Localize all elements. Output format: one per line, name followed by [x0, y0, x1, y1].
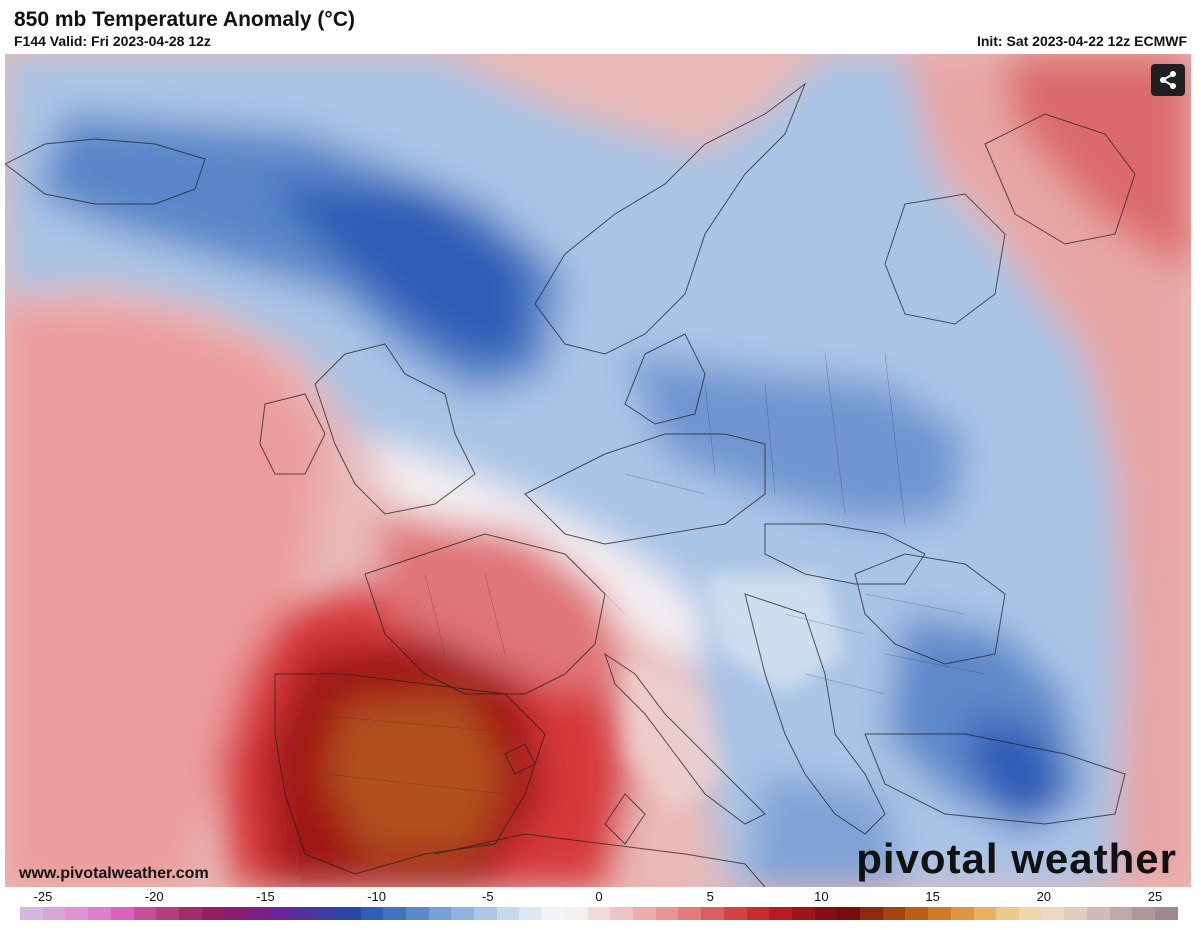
- colorbar-swatch: [746, 907, 770, 920]
- colorbar-swatch: [791, 907, 815, 920]
- colorbar-swatch: [1132, 907, 1156, 920]
- anomaly-map[interactable]: www.pivotalweather.com pivotal weather: [5, 54, 1191, 887]
- colorbar-swatch: [1087, 907, 1110, 920]
- colorbar-legend: -25 -20 -15 -10 -5 0 5 10 15 20 25: [0, 887, 1201, 930]
- colorbar-tick-label: 0: [595, 889, 603, 904]
- colorbar-swatch: [973, 907, 997, 920]
- colorbar-swatch: [201, 907, 225, 920]
- share-icon: [1160, 71, 1176, 89]
- colorbar-swatch: [496, 907, 520, 920]
- colorbar-swatch: [337, 907, 361, 920]
- colorbar-swatch: [882, 907, 906, 920]
- colorbar-tick-label: 5: [706, 889, 714, 904]
- colorbar-swatch: [1064, 907, 1088, 920]
- colorbar-swatch: [20, 907, 43, 920]
- colorbar-swatch: [315, 907, 338, 920]
- colorbar-swatch: [405, 907, 429, 920]
- colorbar-swatch: [133, 907, 157, 920]
- colorbar-swatch: [814, 907, 838, 920]
- colorbar-swatch: [1155, 907, 1178, 920]
- colorbar-swatch: [42, 907, 66, 920]
- colorbar-swatch: [723, 907, 747, 920]
- colorbar-swatch: [178, 907, 202, 920]
- colorbar-swatch: [519, 907, 543, 920]
- colorbar-swatch: [383, 907, 406, 920]
- colorbar-swatch: [110, 907, 134, 920]
- colorbar-swatch: [428, 907, 452, 920]
- colorbar-swatches: [20, 907, 1178, 920]
- watermark-url: www.pivotalweather.com: [19, 865, 209, 882]
- brand-logo: pivotal weather: [856, 835, 1177, 882]
- colorbar-swatch: [1018, 907, 1042, 920]
- colorbar-swatch: [1109, 907, 1133, 920]
- colorbar-tick-label: -15: [255, 889, 275, 904]
- colorbar-swatch: [224, 907, 248, 920]
- colorbar-swatch: [88, 907, 111, 920]
- colorbar-swatch: [542, 907, 565, 920]
- colorbar-swatch: [269, 907, 293, 920]
- init-time: Init: Sat 2023-04-22 12z ECMWF: [976, 33, 1187, 49]
- colorbar-swatch: [655, 907, 679, 920]
- colorbar-swatch: [610, 907, 633, 920]
- colorbar-swatch: [860, 907, 883, 920]
- anomaly-field: [5, 54, 1191, 887]
- colorbar-swatch: [1041, 907, 1065, 920]
- colorbar-tick-label: 10: [814, 889, 829, 904]
- colorbar-swatch: [678, 907, 702, 920]
- share-button[interactable]: [1151, 64, 1185, 96]
- colorbar-swatch: [996, 907, 1019, 920]
- colorbar-swatch: [451, 907, 475, 920]
- colorbar-swatch: [701, 907, 724, 920]
- colorbar-swatch: [769, 907, 792, 920]
- colorbar-swatch: [905, 907, 929, 920]
- colorbar-swatch: [950, 907, 974, 920]
- colorbar-tick-label: 20: [1036, 889, 1052, 904]
- colorbar-tick-label: -25: [33, 889, 53, 904]
- colorbar-swatch: [632, 907, 656, 920]
- colorbar-ticks: -25 -20 -15 -10 -5 0 5 10 15 20 25: [0, 889, 1201, 905]
- colorbar-swatch: [587, 907, 611, 920]
- colorbar-tick-label: -10: [367, 889, 386, 904]
- colorbar-swatch: [928, 907, 951, 920]
- colorbar-swatch: [247, 907, 270, 920]
- colorbar-swatch: [156, 907, 179, 920]
- colorbar-swatch: [474, 907, 497, 920]
- colorbar-swatch: [564, 907, 588, 920]
- map-title: 850 mb Temperature Anomaly (°C): [14, 8, 355, 31]
- colorbar-swatch: [360, 907, 384, 920]
- colorbar-swatch: [292, 907, 316, 920]
- colorbar-tick-label: 15: [925, 889, 940, 904]
- colorbar-tick-label: -5: [482, 889, 494, 904]
- valid-time: F144 Valid: Fri 2023-04-28 12z: [14, 33, 211, 49]
- colorbar-tick-label: 25: [1147, 889, 1163, 904]
- colorbar-swatch: [837, 907, 861, 920]
- map-header: 850 mb Temperature Anomaly (°C) F144 Val…: [0, 0, 1201, 56]
- colorbar-swatch: [65, 907, 89, 920]
- colorbar-tick-label: -20: [144, 889, 164, 904]
